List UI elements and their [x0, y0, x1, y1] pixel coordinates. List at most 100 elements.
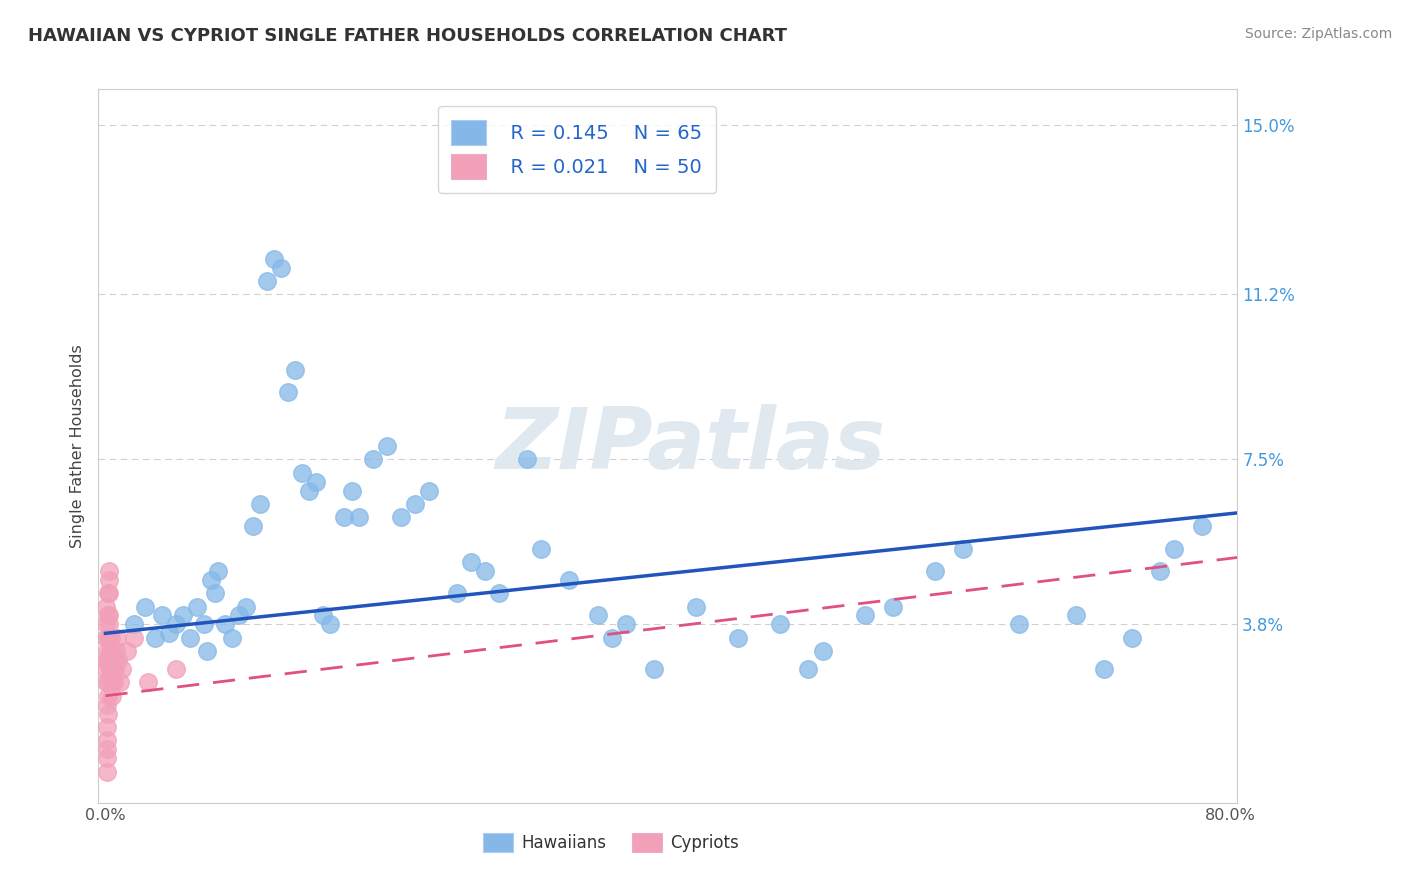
Point: [97, 586, 120, 600]
Point: [94, 631, 117, 645]
Point: [685, 599, 707, 614]
Point: [122, 631, 145, 645]
Point: [100, 631, 122, 645]
Point: [98, 662, 121, 676]
Point: [97, 631, 120, 645]
Point: [614, 617, 637, 632]
Point: [103, 662, 125, 676]
Point: [769, 617, 792, 632]
Point: [249, 497, 271, 511]
Point: [1191, 519, 1213, 533]
Point: [474, 564, 496, 578]
Point: [1064, 608, 1087, 623]
Point: [1008, 617, 1031, 632]
Point: [143, 631, 166, 645]
Point: [100, 644, 122, 658]
Point: [96, 675, 118, 690]
Point: [98, 644, 121, 658]
Point: [96, 751, 118, 765]
Point: [200, 573, 222, 587]
Text: HAWAIIAN VS CYPRIOT SINGLE FATHER HOUSEHOLDS CORRELATION CHART: HAWAIIAN VS CYPRIOT SINGLE FATHER HOUSEH…: [28, 27, 787, 45]
Point: [214, 617, 236, 632]
Point: [97, 689, 120, 703]
Point: [101, 689, 124, 703]
Point: [97, 573, 120, 587]
Point: [172, 608, 194, 623]
Point: [853, 608, 876, 623]
Point: [97, 608, 120, 623]
Point: [305, 475, 328, 489]
Point: [98, 608, 121, 623]
Point: [100, 653, 122, 667]
Point: [108, 675, 131, 690]
Legend: Hawaiians, Cypriots: Hawaiians, Cypriots: [477, 826, 745, 859]
Point: [228, 608, 250, 623]
Point: [100, 675, 122, 690]
Point: [97, 586, 120, 600]
Point: [207, 564, 229, 578]
Point: [96, 662, 118, 676]
Point: [952, 541, 974, 556]
Point: [446, 586, 468, 600]
Point: [94, 617, 117, 632]
Point: [103, 675, 125, 690]
Point: [97, 653, 120, 667]
Point: [263, 252, 285, 266]
Point: [924, 564, 946, 578]
Point: [105, 644, 128, 658]
Point: [333, 510, 356, 524]
Point: [347, 510, 370, 524]
Point: [96, 720, 118, 734]
Text: ZIPatlas: ZIPatlas: [495, 404, 886, 488]
Point: [105, 631, 128, 645]
Point: [98, 653, 121, 667]
Point: [104, 662, 127, 676]
Point: [298, 483, 321, 498]
Point: [727, 631, 749, 645]
Point: [136, 675, 159, 690]
Point: [291, 466, 314, 480]
Point: [96, 653, 118, 667]
Point: [1163, 541, 1185, 556]
Point: [340, 483, 363, 498]
Point: [284, 363, 307, 377]
Point: [418, 483, 440, 498]
Point: [235, 599, 257, 614]
Point: [98, 617, 121, 632]
Point: [488, 586, 510, 600]
Point: [165, 617, 187, 632]
Point: [97, 675, 120, 690]
Point: [193, 617, 215, 632]
Point: [516, 452, 538, 467]
Point: [111, 662, 134, 676]
Point: [389, 510, 412, 524]
Point: [104, 653, 127, 667]
Point: [165, 662, 187, 676]
Y-axis label: Single Father Households: Single Father Households: [69, 344, 84, 548]
Point: [600, 631, 623, 645]
Point: [460, 555, 482, 569]
Point: [107, 653, 129, 667]
Point: [811, 644, 834, 658]
Point: [101, 662, 124, 676]
Point: [186, 599, 208, 614]
Point: [134, 599, 156, 614]
Point: [1121, 631, 1143, 645]
Point: [94, 599, 117, 614]
Point: [242, 519, 264, 533]
Point: [221, 631, 243, 645]
Point: [96, 733, 118, 747]
Point: [101, 675, 124, 690]
Point: [96, 742, 118, 756]
Point: [96, 764, 118, 779]
Point: [797, 662, 820, 676]
Point: [312, 608, 335, 623]
Point: [179, 631, 201, 645]
Point: [558, 573, 581, 587]
Point: [98, 662, 121, 676]
Point: [530, 541, 553, 556]
Point: [98, 631, 121, 645]
Point: [1149, 564, 1171, 578]
Point: [96, 698, 118, 712]
Point: [157, 626, 180, 640]
